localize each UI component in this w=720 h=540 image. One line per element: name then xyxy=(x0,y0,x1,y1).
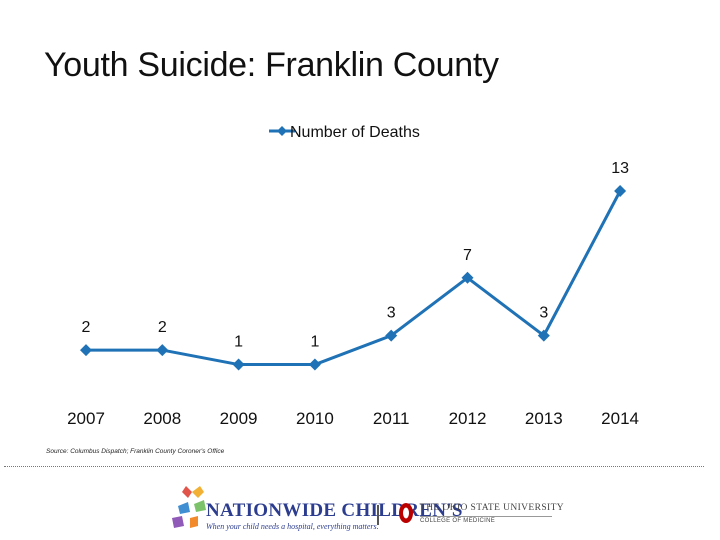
data-point-2007 xyxy=(80,344,92,357)
legend-label: Number of Deaths xyxy=(290,124,420,141)
x-tick-label-2010: 2010 xyxy=(296,409,334,428)
footer: NATIONWIDE CHILDREN'S When your child ne… xyxy=(0,480,720,540)
data-point-2008 xyxy=(156,344,169,357)
data-label-2008: 2 xyxy=(158,319,167,336)
data-label-2009: 1 xyxy=(234,334,243,351)
butterflies-icon xyxy=(172,486,206,528)
data-point-2010 xyxy=(308,358,321,371)
x-tick-label-2009: 2009 xyxy=(220,409,258,428)
nationwide-childrens-logo: NATIONWIDE CHILDREN'S When your child ne… xyxy=(160,486,462,536)
nationwide-childrens-name: NATIONWIDE CHILDREN'S xyxy=(206,500,463,521)
college-of-medicine-label: COLLEGE OF MEDICINE xyxy=(420,518,496,524)
series-line-number-of-deaths xyxy=(86,190,622,367)
logo-separator xyxy=(377,505,379,525)
chart-legend: Number of Deaths xyxy=(269,124,420,141)
page-title: Youth Suicide: Franklin County xyxy=(44,46,499,84)
data-point-2011 xyxy=(385,329,398,342)
x-axis-tick-labels: 2007 2008 2009 2010 2011 2012 2013 2014 xyxy=(67,409,639,428)
data-label-2007: 2 xyxy=(82,319,91,336)
x-tick-label-2008: 2008 xyxy=(143,409,181,428)
ohio-state-logo: THE OHIO STATE UNIVERSITY COLLEGE OF MED… xyxy=(398,502,568,532)
nationwide-childrens-tagline: When your child needs a hospital, everyt… xyxy=(206,522,379,531)
legend-diamond-marker xyxy=(277,126,287,136)
ohio-state-name: THE OHIO STATE UNIVERSITY xyxy=(420,503,565,513)
data-label-2010: 1 xyxy=(310,334,319,351)
x-tick-label-2013: 2013 xyxy=(525,409,563,428)
footer-divider xyxy=(4,466,704,467)
source-note: Source: Columbus Dispatch; Franklin Coun… xyxy=(46,448,225,455)
data-point-2014 xyxy=(614,185,627,197)
block-o-icon xyxy=(399,503,413,523)
data-point-2013 xyxy=(537,329,550,342)
data-label-2012: 7 xyxy=(463,247,472,264)
ohio-state-rule xyxy=(420,516,552,517)
x-tick-label-2011: 2011 xyxy=(373,409,410,428)
x-tick-label-2014: 2014 xyxy=(601,409,639,428)
data-label-2013: 3 xyxy=(539,305,548,322)
data-label-2011: 3 xyxy=(387,305,396,322)
data-label-2014: 13 xyxy=(611,160,629,177)
data-point-2012 xyxy=(461,271,474,284)
x-tick-label-2012: 2012 xyxy=(449,409,487,428)
x-tick-label-2007: 2007 xyxy=(67,409,105,428)
data-point-2009 xyxy=(232,358,245,371)
